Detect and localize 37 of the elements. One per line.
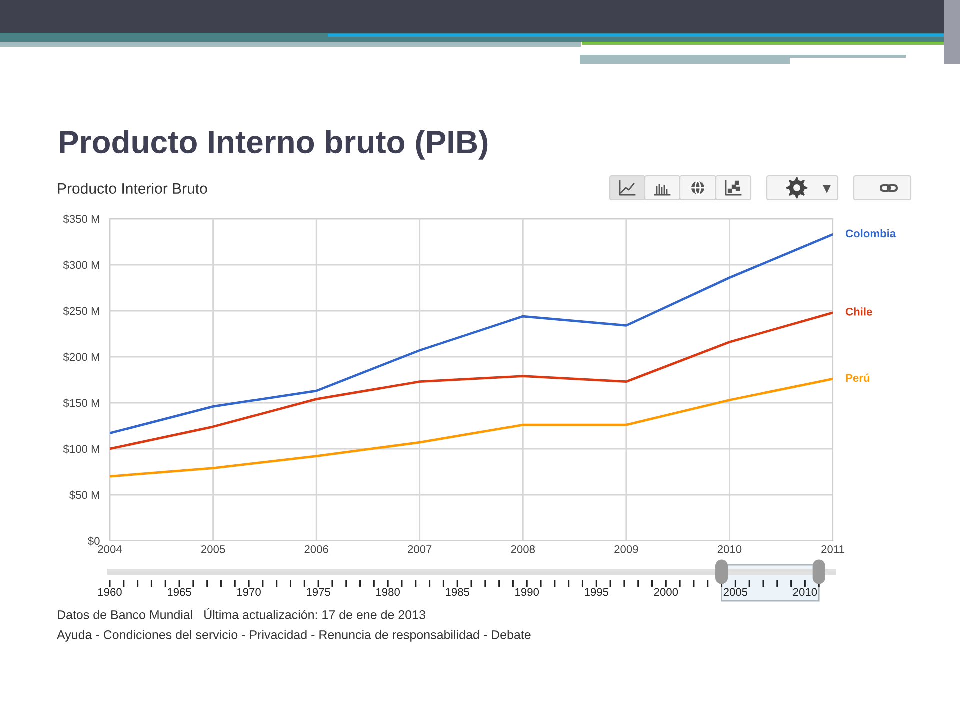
- x-tick-label: 2006: [304, 545, 328, 554]
- series-label: Colombia: [846, 229, 896, 238]
- x-tick-label: 2008: [511, 545, 536, 554]
- x2-tick-label: 1975: [307, 588, 330, 596]
- y-tick-label: $200 M: [63, 352, 100, 362]
- x-tick-label: 2009: [614, 545, 638, 554]
- x-tick-label: 2004: [98, 545, 122, 554]
- text: Ayuda - Condiciones del servicio - Privacidad - Renuncia de responsabilidad - Debate: [57, 630, 531, 642]
- x2-tick-label: 1980: [376, 588, 400, 596]
- x-tick-label: 2005: [201, 545, 226, 554]
- x2-tick-label: 1995: [585, 588, 609, 596]
- x-tick-label: 2007: [408, 545, 432, 554]
- x2-tick-label: 2000: [654, 588, 678, 596]
- line-series: [110, 312, 833, 450]
- x2-tick-label: 1990: [516, 588, 540, 596]
- x2-tick-label: 1985: [446, 588, 470, 596]
- line-series: [110, 378, 833, 478]
- series-label: Chile: [846, 308, 872, 316]
- y-tick-label: $50 M: [70, 490, 100, 500]
- chart-subtitle: Producto Interior Bruto: [58, 183, 208, 194]
- chart-title: Producto Interno bruto (PIB): [60, 130, 488, 160]
- y-tick-label: $250 M: [63, 306, 100, 316]
- y-tick-label: $350 M: [63, 214, 100, 224]
- y-tick-label: $100 M: [63, 444, 100, 454]
- x-tick-label: 2010: [718, 545, 742, 554]
- y-tick-label: $300 M: [63, 260, 100, 270]
- line-series: [110, 233, 833, 435]
- text: Datos de Banco Mundial Última actualización: 17 de ene de 2013: [58, 608, 426, 620]
- x-tick-label: 2011: [822, 545, 844, 554]
- x2-tick-label: 1965: [168, 588, 192, 596]
- x2-tick-label: 1970: [238, 588, 261, 596]
- x2-tick-label: 2005: [724, 588, 748, 596]
- y-tick-label: $0: [88, 536, 100, 546]
- x2-tick-label: 2010: [793, 588, 818, 596]
- series-label: Perú: [846, 374, 870, 382]
- x2-tick-label: 1960: [98, 588, 122, 596]
- y-tick-label: $150 M: [63, 398, 100, 408]
